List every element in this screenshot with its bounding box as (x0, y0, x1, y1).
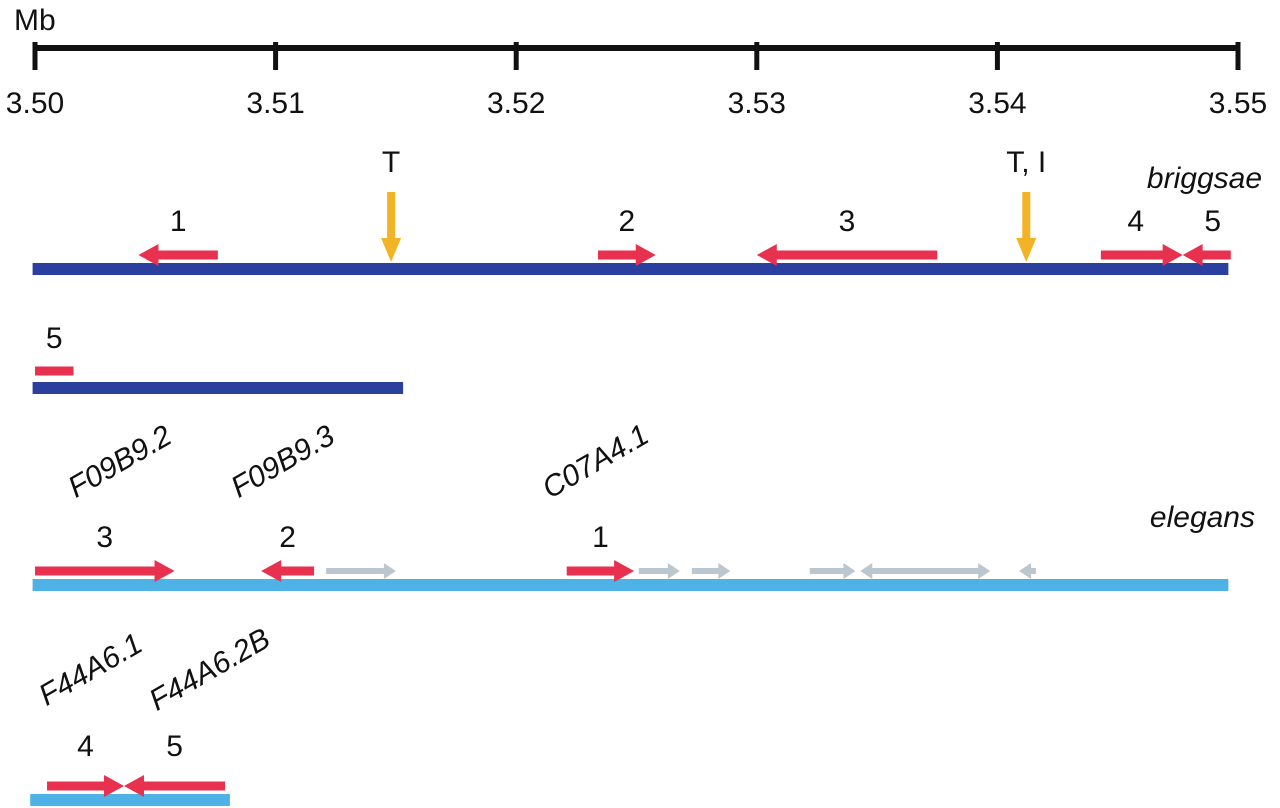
marker-arrow (1016, 192, 1037, 262)
contig-line (32, 382, 404, 394)
scale-tick-label: 3.50 (6, 87, 64, 120)
gene-arrow (598, 244, 656, 266)
gene-number-label: 4 (77, 730, 94, 763)
scale-tick-label: 3.53 (728, 87, 786, 120)
gene-number-label: 3 (839, 205, 856, 238)
gene-number-label: 5 (166, 730, 183, 763)
gene-arrow (138, 244, 218, 266)
gene-arrow (124, 775, 226, 797)
scale-tick-label: 3.55 (1209, 87, 1267, 120)
marker-label: T (382, 146, 400, 179)
gene-number-label: 5 (46, 322, 63, 355)
contig-line (32, 579, 1229, 591)
species-label-briggsae: briggsae (1147, 162, 1262, 195)
contig-line (32, 263, 1229, 275)
gene-arrow (35, 366, 74, 376)
scale-ticks: 3.50 3.51 3.52 3.53 3.54 3.55 (6, 42, 1267, 120)
elegans-contig-main: 3 F09B9.2 2 F09B9.3 1 C07A4.1 (32, 418, 1229, 591)
gene-name-label: C07A4.1 (537, 418, 655, 505)
gene-name-label: F44A6.1 (33, 627, 148, 712)
gene-name-label: F44A6.2B (144, 622, 276, 717)
marker-arrow (381, 192, 402, 262)
unmatched-gene-arrow (691, 563, 731, 579)
unmatched-gene-arrow (809, 563, 856, 579)
briggsae-contig-second: 5 (32, 322, 404, 394)
gene-name-label: F09B9.2 (63, 419, 178, 504)
gene-number-label: 4 (1127, 205, 1144, 238)
gene-number-label: 3 (96, 521, 113, 554)
contig-line (30, 794, 230, 806)
unmatched-gene-arrow (1019, 563, 1036, 579)
unmatched-gene-arrow (638, 563, 680, 579)
scale-tick-label: 3.51 (246, 87, 304, 120)
gene-arrow (566, 560, 635, 582)
species-label-elegans: elegans (1150, 501, 1255, 534)
gene-arrow (47, 775, 125, 797)
unmatched-gene-arrow (901, 563, 991, 579)
gene-number-label: 2 (279, 521, 296, 554)
scale-tick-label: 3.52 (487, 87, 545, 120)
transposon-markers: T T, I (381, 146, 1046, 262)
scale-tick-label: 3.54 (968, 87, 1026, 120)
gene-number-label: 5 (1204, 205, 1221, 238)
gene-number-label: 2 (619, 205, 636, 238)
scale-bar: Mb 3.50 3.51 3.52 3.53 3.54 3.55 (6, 4, 1267, 120)
gene-arrow (1182, 244, 1231, 266)
elegans-contig-second: 4 F44A6.1 5 F44A6.2B (30, 622, 276, 806)
gene-arrow (1100, 244, 1183, 266)
gene-arrow (261, 560, 315, 582)
gene-number-label: 1 (170, 205, 187, 238)
unmatched-gene-arrow (326, 563, 396, 579)
briggsae-contig-main: 1 2 3 4 5 (32, 205, 1231, 275)
gene-arrow (35, 560, 175, 582)
scale-unit-label: Mb (14, 4, 56, 37)
gene-number-label: 1 (592, 521, 609, 554)
gene-arrow (756, 244, 938, 266)
marker-label: T, I (1006, 146, 1046, 179)
contigs: 1 2 3 4 5 5 3 F09B9.2 2 F09B9.3 1 C07A4.1 4 F44A6.1 5 F… (30, 205, 1231, 806)
gene-name-label: F09B9.3 (226, 419, 341, 504)
